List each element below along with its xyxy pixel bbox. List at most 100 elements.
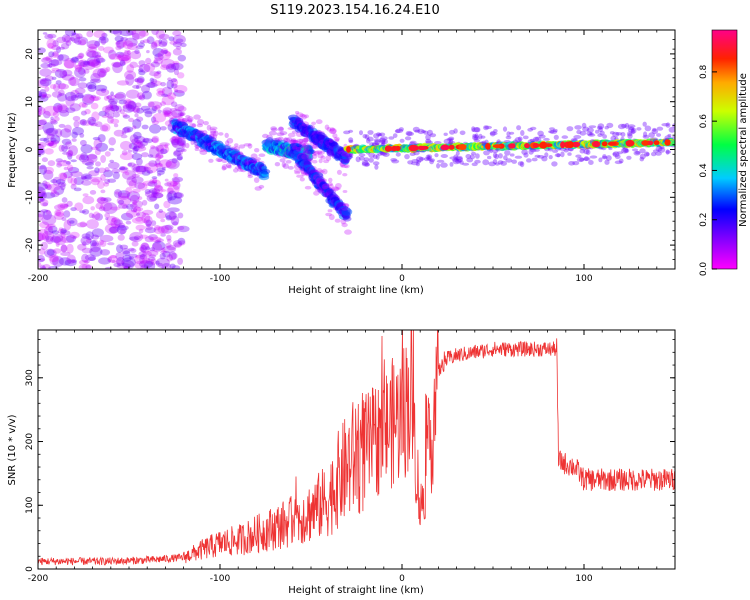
spectrogram-cell: [108, 137, 116, 146]
spectrogram-cell: [131, 107, 139, 113]
spectrogram-cell: [151, 176, 158, 180]
spectrogram-cell: [51, 91, 63, 98]
spectrogram-cell: [61, 138, 72, 145]
spectrogram-cell: [74, 202, 84, 211]
spectrogram-cell: [166, 192, 173, 202]
spectrogram-cell: [502, 126, 508, 132]
spectrogram-cell: [136, 207, 144, 212]
spectrogram-cell: [120, 134, 128, 139]
spectrogram-cell: [538, 134, 546, 139]
spectrogram-cell: [308, 158, 313, 162]
spectrogram-cell: [656, 133, 662, 137]
spectrogram-cell: [190, 139, 195, 145]
spectrogram-cell: [41, 79, 47, 82]
spectrogram-cell: [278, 127, 284, 131]
spectrogram-cell: [125, 220, 132, 225]
spectrogram-cell: [54, 204, 66, 211]
spectrogram-cell: [122, 114, 131, 119]
spectrogram-cell: [170, 62, 184, 71]
spectrogram-cell: [157, 225, 169, 234]
spectrogram-cell: [85, 49, 97, 58]
spectrogram-cell: [139, 254, 145, 260]
spectrogram-cell: [86, 153, 98, 163]
spectrogram-cell: [172, 30, 182, 37]
spectrogram-cell: [68, 145, 78, 157]
spectrogram-cell: [167, 238, 172, 244]
spectrogram-cell: [117, 190, 131, 199]
spectrogram-cell: [135, 139, 142, 145]
spectrogram-cell: [473, 139, 481, 143]
spectrogram-cell: [91, 213, 96, 219]
spectrogram-cell: [164, 224, 174, 230]
spectrogram-cell: [79, 39, 87, 46]
spectrogram-cell: [62, 159, 67, 163]
spectrogram-cell: [177, 212, 184, 219]
spectrogram-cell: [160, 148, 164, 154]
spectrogram-cell: [152, 112, 166, 123]
spectrogram-cell: [52, 50, 59, 57]
spectrogram-blobs: [38, 30, 675, 269]
spectrogram-cell: [165, 242, 172, 248]
spectrogram-cell: [95, 202, 104, 210]
spectrogram-cell: [111, 61, 124, 68]
spectrogram-cell: [128, 247, 135, 252]
spectrogram-cell: [104, 167, 110, 172]
spectrogram-cell: [113, 262, 121, 268]
spectrogram-cell: [224, 132, 229, 138]
spectrogram-cell: [121, 131, 127, 135]
y-tick-label: 20: [25, 48, 35, 60]
spectrogram-cell: [175, 38, 184, 43]
spectrogram-cell: [115, 39, 128, 48]
spectrogram-cell: [151, 137, 159, 143]
spectrogram-cell: [102, 105, 111, 113]
y-tick-label: 10: [25, 96, 35, 108]
spectrogram-cell: [46, 142, 54, 147]
spectrogram-cell: [317, 151, 322, 155]
spectrogram-cell: [135, 165, 147, 175]
spectrogram-cell: [521, 149, 528, 155]
spectrogram-cell: [175, 147, 185, 152]
spectrogram-cell: [75, 33, 83, 40]
spectrogram-cell: [171, 135, 180, 147]
spectrogram-cell: [163, 49, 168, 54]
spectrogram-cell: [146, 50, 150, 54]
spectrogram-cell: [54, 212, 65, 220]
spectrogram-cell: [174, 192, 184, 199]
spectrogram-cell: [107, 114, 114, 119]
spectrogram-xlabel: Height of straight line (km): [288, 285, 424, 296]
spectrogram-cell: [158, 159, 172, 169]
spectrogram-cell: [366, 136, 374, 142]
spectrogram-cell: [154, 163, 163, 167]
spectrogram-cell: [171, 157, 178, 164]
spectrogram-cell: [42, 230, 55, 242]
spectrogram-cell: [657, 147, 666, 153]
spectrogram-cell: [40, 199, 49, 207]
spectrogram-cell: [161, 93, 169, 98]
spectrogram-cell: [38, 191, 46, 198]
spectrogram-cell: [166, 234, 172, 241]
spectrogram-cell: [436, 163, 441, 169]
spectrogram-cell: [146, 194, 157, 203]
spectrogram-cell: [135, 216, 143, 222]
spectrogram-cell: [43, 110, 51, 119]
spectrogram-cell: [97, 68, 107, 78]
spectrogram-cell: [162, 109, 172, 116]
spectrogram-cell: [320, 155, 326, 160]
spectrogram-cell: [625, 140, 635, 147]
colorbar-tick-label: 0.0: [699, 262, 709, 277]
spectrogram-cell: [50, 191, 60, 198]
spectrogram-cell: [348, 137, 354, 143]
spectrogram-cell: [644, 125, 652, 132]
spectrogram-cell: [166, 244, 177, 251]
spectrogram-cell: [88, 212, 94, 219]
spectrogram-cell: [90, 242, 101, 253]
spectrogram-cell: [94, 148, 101, 156]
spectrogram-cell: [189, 123, 196, 128]
spectrogram-cell: [133, 135, 146, 144]
spectrogram-cell: [197, 130, 204, 139]
spectrogram-cell: [119, 30, 134, 37]
spectrogram-cell: [38, 142, 47, 148]
spectrogram-cell: [137, 76, 145, 84]
spectrogram-cell: [98, 110, 107, 117]
spectrogram-cell: [484, 125, 492, 130]
